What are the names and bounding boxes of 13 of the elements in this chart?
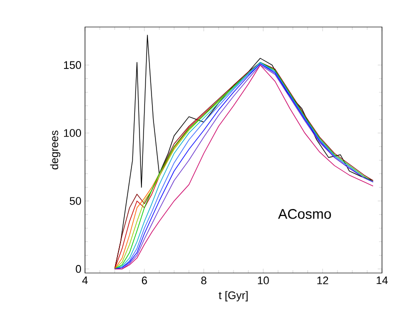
annotation: ACosmo [278,209,331,219]
x-tick-label: 8 [201,276,206,284]
x-tick-label: 14 [376,276,388,284]
x-tick-label: 10 [258,276,269,284]
x-tick-label: 6 [142,276,147,284]
x-axis-title: t [Gyr] [218,291,248,302]
y-tick-label: 50 [70,197,82,205]
y-axis-title: degrees [50,130,60,170]
y-tick-label: 0 [76,265,82,273]
y-tick-label: 100 [64,129,82,137]
x-tick-label: 12 [317,276,328,284]
y-tick-label: 150 [64,61,82,69]
x-tick-label: 4 [82,276,88,284]
